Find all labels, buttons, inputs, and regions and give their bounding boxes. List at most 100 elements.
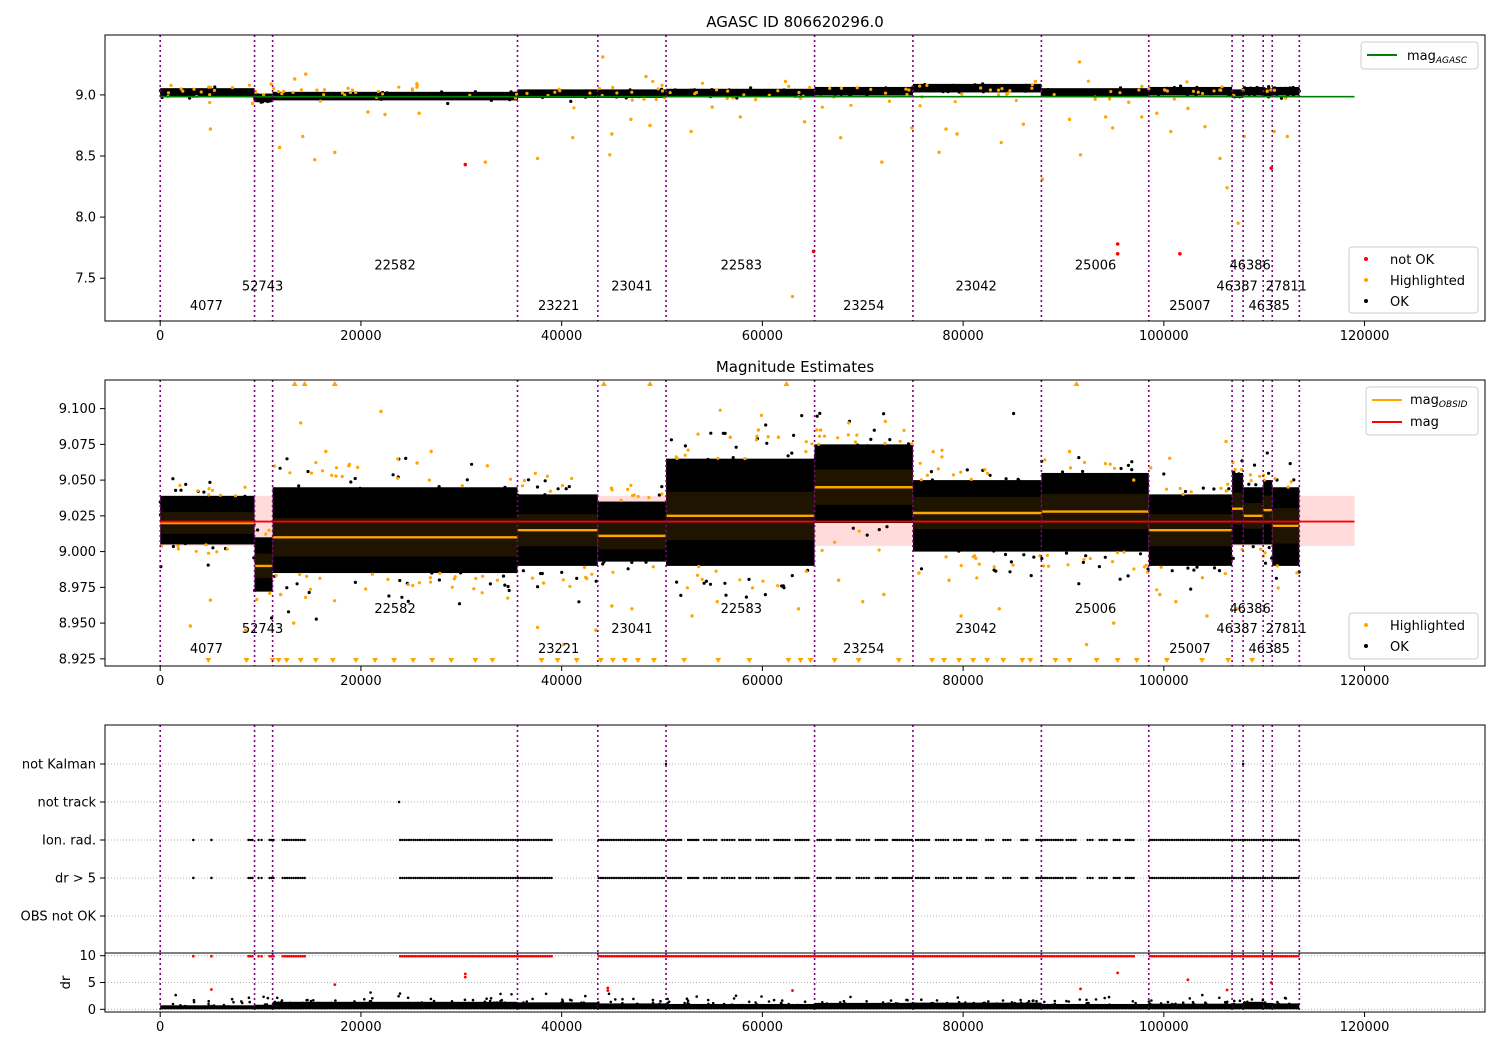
obsid-label: 25007 bbox=[1169, 299, 1210, 314]
dr-flagged-point bbox=[635, 954, 638, 958]
dr-flagged-point bbox=[495, 954, 499, 958]
flag-point bbox=[1270, 838, 1273, 842]
ok-point bbox=[1014, 87, 1018, 91]
x-tick-label: 0 bbox=[156, 674, 164, 689]
highlighted-point bbox=[376, 89, 380, 94]
ok-point bbox=[384, 564, 388, 569]
flag-point bbox=[247, 876, 250, 880]
ok-point bbox=[764, 423, 768, 427]
dr-flagged-point bbox=[1006, 954, 1009, 958]
legend-label-subscript: AGASC bbox=[1435, 56, 1468, 66]
ok-point bbox=[1192, 568, 1196, 572]
ok-point bbox=[208, 480, 212, 484]
dr-point bbox=[1131, 1000, 1135, 1003]
ok-point bbox=[315, 521, 319, 526]
dr-point bbox=[914, 1002, 917, 1005]
dr-point bbox=[192, 998, 196, 1002]
ok-point bbox=[650, 91, 654, 95]
highlighted-point bbox=[298, 572, 302, 577]
highlighted-point bbox=[905, 92, 909, 97]
highlighted-point bbox=[533, 471, 538, 475]
highlighted-point bbox=[1220, 85, 1224, 89]
flag-point bbox=[397, 800, 401, 804]
ok-point bbox=[677, 496, 681, 500]
flag-point bbox=[934, 876, 938, 880]
ok-point bbox=[208, 527, 212, 531]
highlighted-point bbox=[1093, 97, 1097, 101]
ok-point bbox=[525, 548, 530, 552]
ok-point bbox=[1233, 492, 1237, 496]
dr-flagged-point bbox=[471, 954, 474, 958]
dr-flagged-point bbox=[743, 954, 746, 958]
obsid-segment bbox=[271, 456, 519, 621]
ok-point bbox=[556, 487, 560, 491]
dr-point bbox=[881, 1001, 885, 1004]
flag-point bbox=[1153, 838, 1156, 842]
dr-point bbox=[416, 1001, 420, 1005]
highlighted-point bbox=[208, 100, 212, 105]
flag-point bbox=[621, 838, 624, 842]
dr-flagged-point bbox=[251, 954, 254, 958]
legend-label: Highlighted bbox=[1390, 619, 1465, 634]
ok-point bbox=[1084, 506, 1088, 511]
highlighted-outlier-marker bbox=[1066, 658, 1073, 663]
ok-point bbox=[835, 90, 839, 94]
highlighted-point bbox=[857, 529, 861, 533]
flag-point bbox=[1221, 838, 1225, 842]
flag-point bbox=[1114, 838, 1117, 842]
highlighted-point bbox=[208, 93, 212, 97]
highlighted-point bbox=[1045, 553, 1049, 557]
ok-point bbox=[358, 486, 362, 490]
ok-point bbox=[987, 529, 992, 533]
ok-point bbox=[941, 90, 945, 94]
flag-point bbox=[1067, 876, 1070, 880]
ok-point bbox=[1262, 87, 1266, 91]
ok-point bbox=[1186, 545, 1190, 549]
flag-point bbox=[1215, 876, 1218, 880]
dr-point bbox=[368, 999, 372, 1003]
ok-point bbox=[413, 508, 417, 512]
ok-point bbox=[961, 522, 965, 526]
obsid-label: 23042 bbox=[955, 279, 996, 294]
flag-point bbox=[1155, 876, 1158, 880]
dr-flagged-point bbox=[1274, 954, 1278, 958]
flag-point bbox=[597, 876, 600, 880]
dr-point bbox=[231, 1005, 234, 1009]
flag-point bbox=[505, 838, 508, 842]
ok-point bbox=[364, 528, 368, 532]
ok-point bbox=[161, 506, 166, 510]
dr-point bbox=[363, 998, 366, 1001]
dr-flagged-point bbox=[1164, 954, 1167, 958]
dr-point bbox=[722, 1002, 726, 1006]
flag-point bbox=[606, 876, 609, 880]
ok-point bbox=[1249, 536, 1253, 540]
highlighted-point bbox=[979, 86, 983, 90]
ok-point bbox=[929, 470, 934, 474]
ok-point bbox=[759, 506, 763, 510]
dr-point bbox=[677, 1005, 681, 1008]
ok-point bbox=[202, 490, 206, 494]
ok-point bbox=[882, 412, 886, 416]
dr-flagged-point bbox=[460, 954, 463, 958]
flag-point bbox=[710, 876, 713, 880]
highlighted-point bbox=[754, 98, 758, 102]
flag-point bbox=[705, 838, 708, 842]
flag-point bbox=[1224, 876, 1227, 880]
flag-point bbox=[1039, 876, 1042, 880]
ok-point bbox=[382, 501, 386, 505]
dr-flagged-point bbox=[851, 954, 855, 958]
ok-point bbox=[934, 503, 938, 507]
highlighted-point bbox=[450, 585, 454, 589]
ok-point bbox=[369, 513, 373, 517]
dr-flagged-point bbox=[521, 954, 525, 958]
dr-point bbox=[1174, 1002, 1177, 1006]
ok-point bbox=[714, 537, 719, 541]
flag-point bbox=[539, 876, 542, 880]
highlighted-point bbox=[1203, 124, 1207, 129]
dr-point bbox=[266, 996, 270, 1000]
dr-flagged-point bbox=[628, 954, 631, 958]
dr-flagged-point bbox=[754, 954, 757, 958]
dr-flagged-point bbox=[1188, 954, 1191, 958]
highlighted-point bbox=[535, 625, 540, 630]
ok-point bbox=[636, 91, 641, 95]
